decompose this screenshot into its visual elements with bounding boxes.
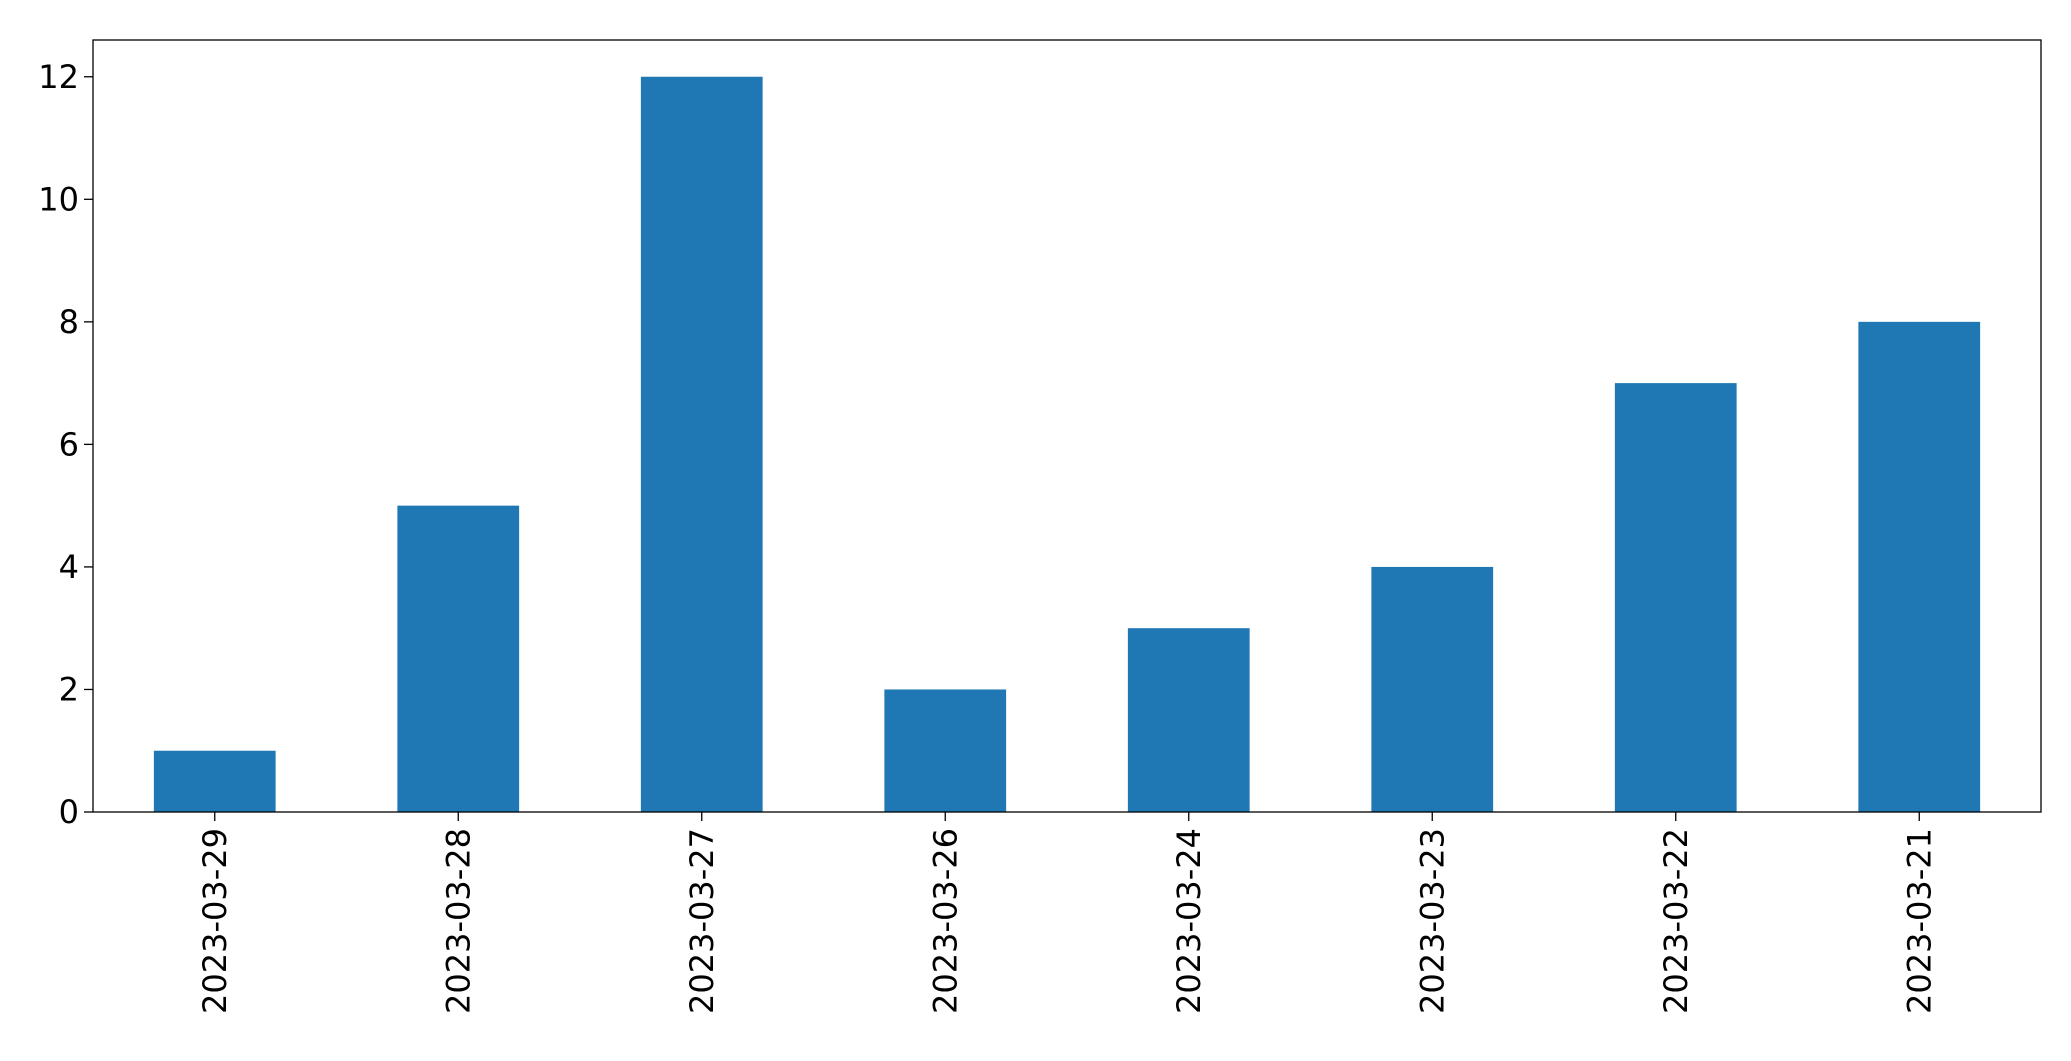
bar-2023-03-27 [640, 76, 763, 812]
bar-2023-03-24 [1127, 628, 1250, 812]
bar-2023-03-22 [1614, 383, 1737, 812]
y-tick-label: 4 [59, 548, 79, 586]
y-tick-label: 6 [59, 425, 79, 463]
bar-2023-03-29 [153, 750, 276, 812]
x-tick-label: 2023-03-29 [196, 828, 234, 1014]
bars [153, 76, 1981, 812]
y-tick-label: 12 [38, 58, 79, 96]
x-tick-label: 2023-03-23 [1413, 828, 1451, 1014]
bar-2023-03-28 [397, 505, 520, 812]
x-tick-label: 2023-03-22 [1657, 828, 1695, 1014]
x-tick-label: 2023-03-21 [1900, 828, 1938, 1014]
x-axis: 2023-03-29 2023-03-28 2023-03-27 2023-03-26… [196, 812, 1938, 1014]
y-tick-label: 0 [59, 793, 79, 831]
y-tick-label: 8 [59, 303, 79, 341]
y-tick-label: 10 [38, 180, 79, 218]
x-tick-label: 2023-03-27 [683, 828, 721, 1014]
bar-2023-03-26 [884, 689, 1007, 812]
x-tick-label: 2023-03-26 [926, 828, 964, 1014]
x-tick-label: 2023-03-28 [439, 828, 477, 1014]
x-tick-label: 2023-03-24 [1170, 828, 1208, 1014]
bar-2023-03-21 [1858, 321, 1981, 812]
y-axis: 0 2 4 6 8 10 12 [38, 58, 93, 831]
y-tick-label: 2 [59, 670, 79, 708]
plot-frame [92, 39, 2042, 813]
bar-2023-03-23 [1371, 566, 1494, 812]
